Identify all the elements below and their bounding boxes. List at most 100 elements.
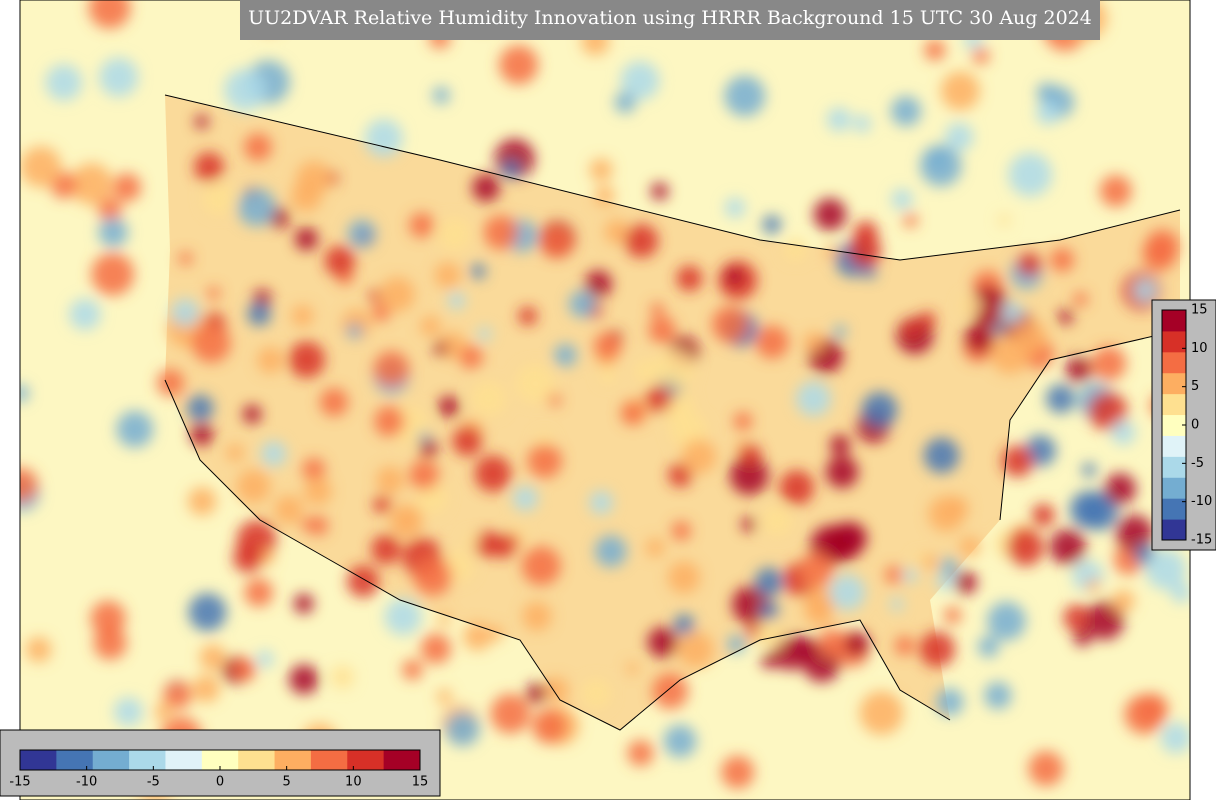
field-blob xyxy=(464,533,479,548)
field-blob xyxy=(1086,578,1101,593)
colorbar-tick-label: -10 xyxy=(1191,494,1212,509)
colorbar-segment xyxy=(1162,498,1186,520)
field-blob xyxy=(761,652,778,669)
field-blob xyxy=(984,681,1012,710)
field-blob xyxy=(274,495,304,525)
field-blob xyxy=(364,119,403,157)
colorbar-tick-label: -10 xyxy=(76,775,97,790)
field-blob xyxy=(438,395,460,418)
field-blob xyxy=(671,521,691,541)
field-blob xyxy=(667,561,701,594)
field-blob xyxy=(890,597,904,611)
field-blob xyxy=(940,557,958,576)
field-blob xyxy=(470,263,486,279)
field-blob xyxy=(634,359,659,384)
field-blob xyxy=(918,311,936,329)
field-blob xyxy=(1115,514,1154,553)
colorbar-tick-label: 0 xyxy=(1191,418,1199,433)
field-blob xyxy=(796,381,831,417)
field-blob xyxy=(861,391,898,428)
field-blob xyxy=(884,565,903,584)
colorbar-tick-label: 10 xyxy=(1191,341,1208,356)
field-blob xyxy=(804,596,834,626)
field-blob xyxy=(191,323,231,363)
field-blob xyxy=(1085,601,1125,640)
field-blob xyxy=(977,636,1000,658)
colorbar-tick-label: -5 xyxy=(1191,456,1204,471)
field-blob xyxy=(1088,391,1128,431)
field-blob xyxy=(308,515,329,536)
field-blob xyxy=(289,664,319,695)
colorbar-tick-label: 5 xyxy=(1191,379,1199,394)
field-blob xyxy=(945,122,974,151)
field-blob xyxy=(554,343,577,367)
field-blob xyxy=(987,601,1026,641)
colorbar-segment xyxy=(165,750,203,770)
field-blob xyxy=(376,466,405,495)
field-blob xyxy=(589,490,613,515)
field-blob xyxy=(903,213,918,228)
innovation-blobs xyxy=(20,0,1190,800)
field-blob xyxy=(1046,384,1076,414)
field-blob xyxy=(408,460,440,491)
field-blob xyxy=(761,505,793,536)
borders xyxy=(164,94,1181,731)
field-blob xyxy=(903,568,918,583)
field-blob xyxy=(244,578,273,607)
field-blob xyxy=(472,173,500,202)
field-blob xyxy=(45,64,82,101)
field-blob xyxy=(727,635,746,654)
field-blob xyxy=(419,438,438,457)
field-blob xyxy=(371,534,402,565)
field-blob xyxy=(890,96,922,127)
field-blob xyxy=(923,437,960,474)
field-blob xyxy=(928,495,964,532)
field-blob xyxy=(371,303,391,322)
field-blob xyxy=(681,439,717,474)
field-blob xyxy=(891,188,913,210)
field-blob xyxy=(894,635,915,656)
field-blob xyxy=(584,270,612,298)
field-blob xyxy=(347,219,376,248)
field-blob xyxy=(20,146,62,188)
colorbar-tick-label: 0 xyxy=(216,775,224,790)
field-blob xyxy=(626,662,639,675)
field-blob xyxy=(1017,252,1042,277)
field-blob xyxy=(521,546,561,586)
field-blob xyxy=(833,324,847,338)
field-blob xyxy=(1036,100,1060,125)
field-blob xyxy=(818,628,847,657)
field-blob xyxy=(1065,356,1092,383)
field-blob xyxy=(568,290,596,318)
field-blob xyxy=(522,601,552,631)
colorbar-segment xyxy=(238,750,276,770)
field-blob xyxy=(968,286,1009,326)
field-blob xyxy=(1142,237,1176,272)
field-blob xyxy=(676,265,703,292)
field-blob xyxy=(859,690,904,735)
field-blob xyxy=(389,504,423,538)
field-blob xyxy=(1145,549,1187,590)
colorbar-segment xyxy=(347,750,385,770)
field-blob xyxy=(501,159,521,179)
field-blob xyxy=(202,182,236,215)
colorbar-segment xyxy=(20,750,57,770)
field-blob xyxy=(741,517,756,532)
field-blob xyxy=(1008,152,1052,197)
colorbar-tick-label: -5 xyxy=(147,775,160,790)
field-blob xyxy=(663,724,697,758)
field-blob xyxy=(711,305,749,343)
field-blob xyxy=(116,410,154,448)
field-blob xyxy=(91,252,135,296)
field-blob xyxy=(593,331,622,360)
field-blob xyxy=(844,631,870,657)
field-blob xyxy=(620,401,645,426)
colorbar-segment xyxy=(56,750,94,770)
field-blob xyxy=(20,467,38,503)
field-blob xyxy=(539,224,574,259)
field-blob xyxy=(384,598,422,636)
field-blob xyxy=(650,302,665,317)
field-blob xyxy=(677,631,714,668)
colorbar: 15 10 5 0 -5 -10 -15 xyxy=(1161,303,1212,548)
